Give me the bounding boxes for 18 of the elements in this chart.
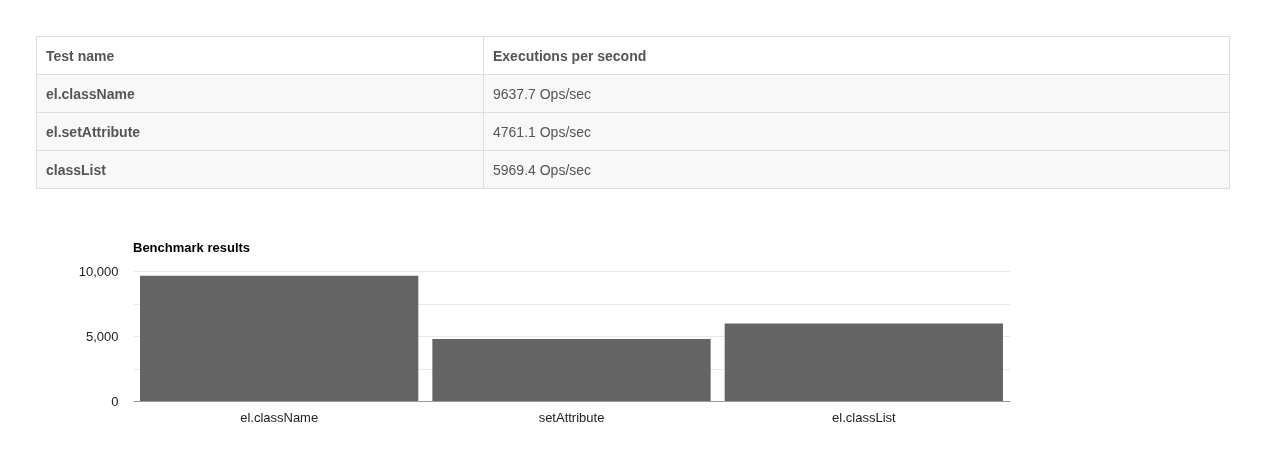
bar (724, 323, 1003, 401)
bar (432, 339, 711, 401)
y-tick-label: 5,000 (85, 328, 119, 344)
x-tick-label: el.className (240, 409, 319, 425)
text: Test name (36, 36, 484, 75)
x-tick-label: setAttribute (538, 409, 605, 425)
category-label: el.className (36, 74, 484, 113)
category-label: classList (36, 150, 484, 189)
data-label: 5969.4 Ops/sec (483, 150, 1230, 189)
x-tick-label: el.classList (832, 409, 897, 425)
data-label: 9637.7 Ops/sec (483, 74, 1230, 113)
bar (140, 275, 419, 401)
y-tick-label: 10,000 (78, 263, 119, 279)
data-label: 4761.1 Ops/sec (483, 112, 1230, 151)
text: Executions per second (483, 36, 1230, 75)
category-label: el.setAttribute (36, 112, 484, 151)
y-tick-label: 0 (111, 393, 119, 409)
chart-title: Benchmark results (133, 240, 251, 255)
